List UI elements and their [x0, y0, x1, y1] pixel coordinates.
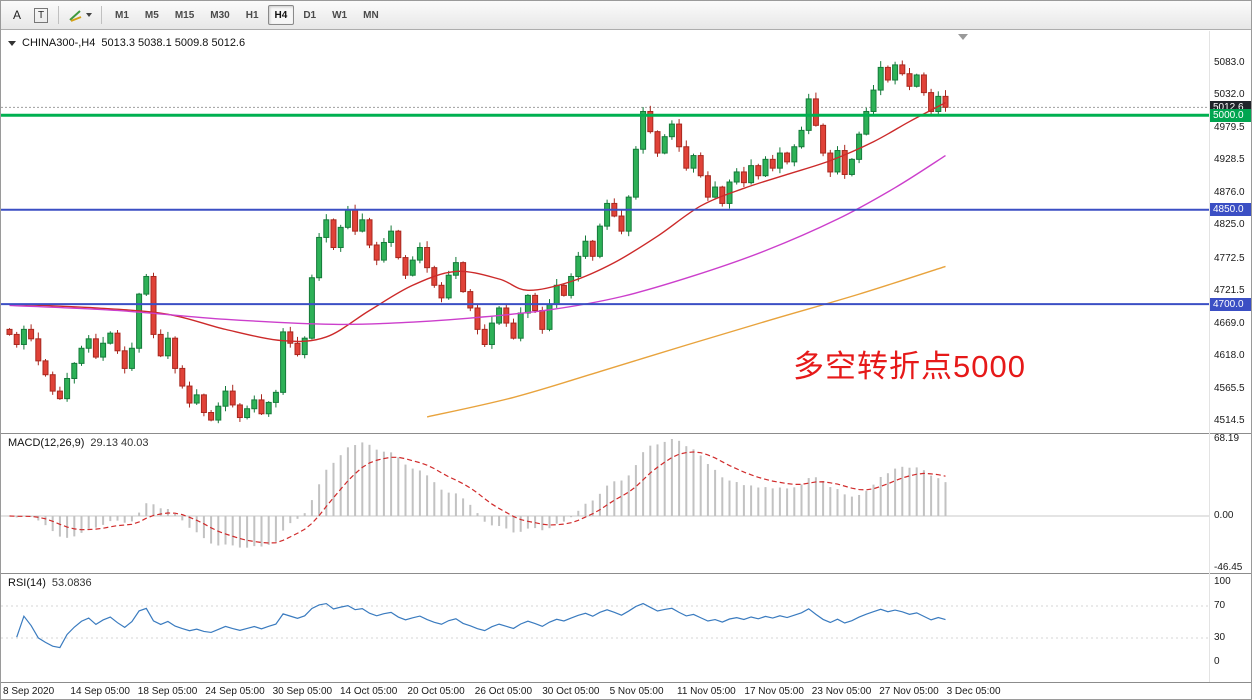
moving-average-slow-orange: [426, 265, 946, 418]
time-axis-label: 27 Nov 05:00: [879, 686, 939, 697]
arrow-tool-button[interactable]: A: [6, 5, 28, 26]
macd-panel-label: MACD(12,26,9) 29.13 40.03: [8, 437, 149, 449]
drawing-tools-icon: [69, 9, 82, 22]
time-axis-label: 20 Oct 05:00: [407, 686, 465, 697]
rsi-panel-label: RSI(14) 53.0836: [8, 577, 92, 589]
chart-title: CHINA300-,H4 5013.3 5038.1 5009.8 5012.6: [8, 37, 245, 49]
rsi-name: RSI(14): [8, 577, 46, 589]
macd-histogram: [8, 439, 947, 548]
price-tick-label: 4669.0: [1214, 317, 1245, 329]
macd-axis-label: -46.45: [1214, 562, 1243, 574]
timeframe-m30-button[interactable]: M30: [203, 5, 236, 25]
toolbar-separator: [58, 6, 59, 24]
macd-axis-label: 68.19: [1214, 433, 1240, 444]
rsi-line: [16, 602, 946, 649]
price-tick-label: 5083.0: [1214, 57, 1245, 68]
macd-signal-line: [9, 451, 946, 544]
price-badge-4850.0: 4850.0: [1210, 203, 1251, 217]
timeframe-d1-button[interactable]: D1: [296, 5, 323, 25]
rsi-axis-label: 70: [1214, 600, 1226, 611]
toolbar: A T M1 M5 M15 M30 H1 H4 D1 W1 MN: [1, 1, 1251, 30]
moving-average-mid-magenta: [9, 154, 946, 326]
rsi-axis-label: 0: [1214, 656, 1220, 667]
time-axis-label: 17 Nov 05:00: [744, 686, 804, 697]
time-axis-label: 18 Sep 05:00: [137, 686, 198, 697]
rsi-axis-label: 30: [1214, 632, 1226, 643]
time-axis-label: 5 Nov 05:00: [609, 686, 664, 697]
time-axis-label: 30 Oct 05:00: [542, 686, 600, 697]
time-axis-label: 26 Oct 05:00: [474, 686, 533, 697]
moving-average-fast-red: [9, 102, 946, 343]
timeframe-h4-button[interactable]: H4: [267, 5, 295, 25]
toolbar-separator: [101, 6, 102, 24]
price-tick-label: 4565.5: [1214, 382, 1245, 394]
timeframe-mn-button[interactable]: MN: [356, 5, 386, 25]
time-axis-label: 11 Nov 05:00: [677, 686, 736, 697]
chart-shift-icon: [958, 34, 968, 40]
text-tool-button[interactable]: T: [30, 5, 52, 26]
timeframe-h1-button[interactable]: H1: [239, 5, 266, 25]
rsi-axis-label: 100: [1214, 576, 1231, 587]
annotation-text[interactable]: 多空转折点5000: [793, 349, 1026, 384]
time-axis-label: 24 Sep 05:00: [205, 686, 265, 697]
price-tick-label: 4618.0: [1214, 349, 1245, 361]
rsi-value: 53.0836: [51, 577, 92, 589]
chevron-down-icon: [86, 13, 92, 17]
text-tool-label: T: [33, 7, 49, 23]
price-tick-label: 4772.5: [1214, 252, 1245, 264]
macd-name: MACD(12,26,9): [8, 437, 85, 449]
time-axis-label: 8 Sep 2020: [3, 686, 55, 697]
price-tick-label: 4876.0: [1214, 187, 1245, 199]
timeframe-m15-button[interactable]: M15: [168, 5, 201, 25]
price-badge-4700.0: 4700.0: [1210, 297, 1251, 311]
candlestick-series: [6, 60, 949, 424]
macd-values: 29.13 40.03: [90, 437, 149, 449]
time-axis-label: 30 Sep 05:00: [272, 686, 333, 697]
time-axis-label: 14 Sep 05:00: [70, 686, 130, 697]
symbol-period-label: CHINA300-,H4: [22, 37, 96, 49]
collapse-triangle-icon[interactable]: [8, 40, 16, 46]
drawing-tools-dropdown-button[interactable]: [65, 5, 95, 26]
price-tick-label: 4928.5: [1214, 154, 1245, 166]
price-tick-label: 4721.5: [1214, 284, 1245, 296]
timeframe-m5-button[interactable]: M5: [138, 5, 166, 25]
price-tick-label: 4979.5: [1214, 122, 1245, 134]
macd-axis-label: 0.00: [1214, 510, 1234, 521]
price-tick-label: 4514.5: [1214, 415, 1245, 426]
time-axis-label: 23 Nov 05:00: [811, 686, 872, 697]
time-axis-label: 3 Dec 05:00: [946, 686, 1001, 697]
price-tick-label: 5032.0: [1214, 89, 1245, 101]
price-badge-5000.0: 5000.0: [1210, 108, 1251, 122]
time-axis-label: 14 Oct 05:00: [340, 686, 398, 697]
price-tick-label: 4825.0: [1214, 219, 1245, 231]
timeframe-w1-button[interactable]: W1: [325, 5, 354, 25]
timeframe-m1-button[interactable]: M1: [108, 5, 136, 25]
ohlc-values: 5013.3 5038.1 5009.8 5012.6: [101, 37, 246, 49]
